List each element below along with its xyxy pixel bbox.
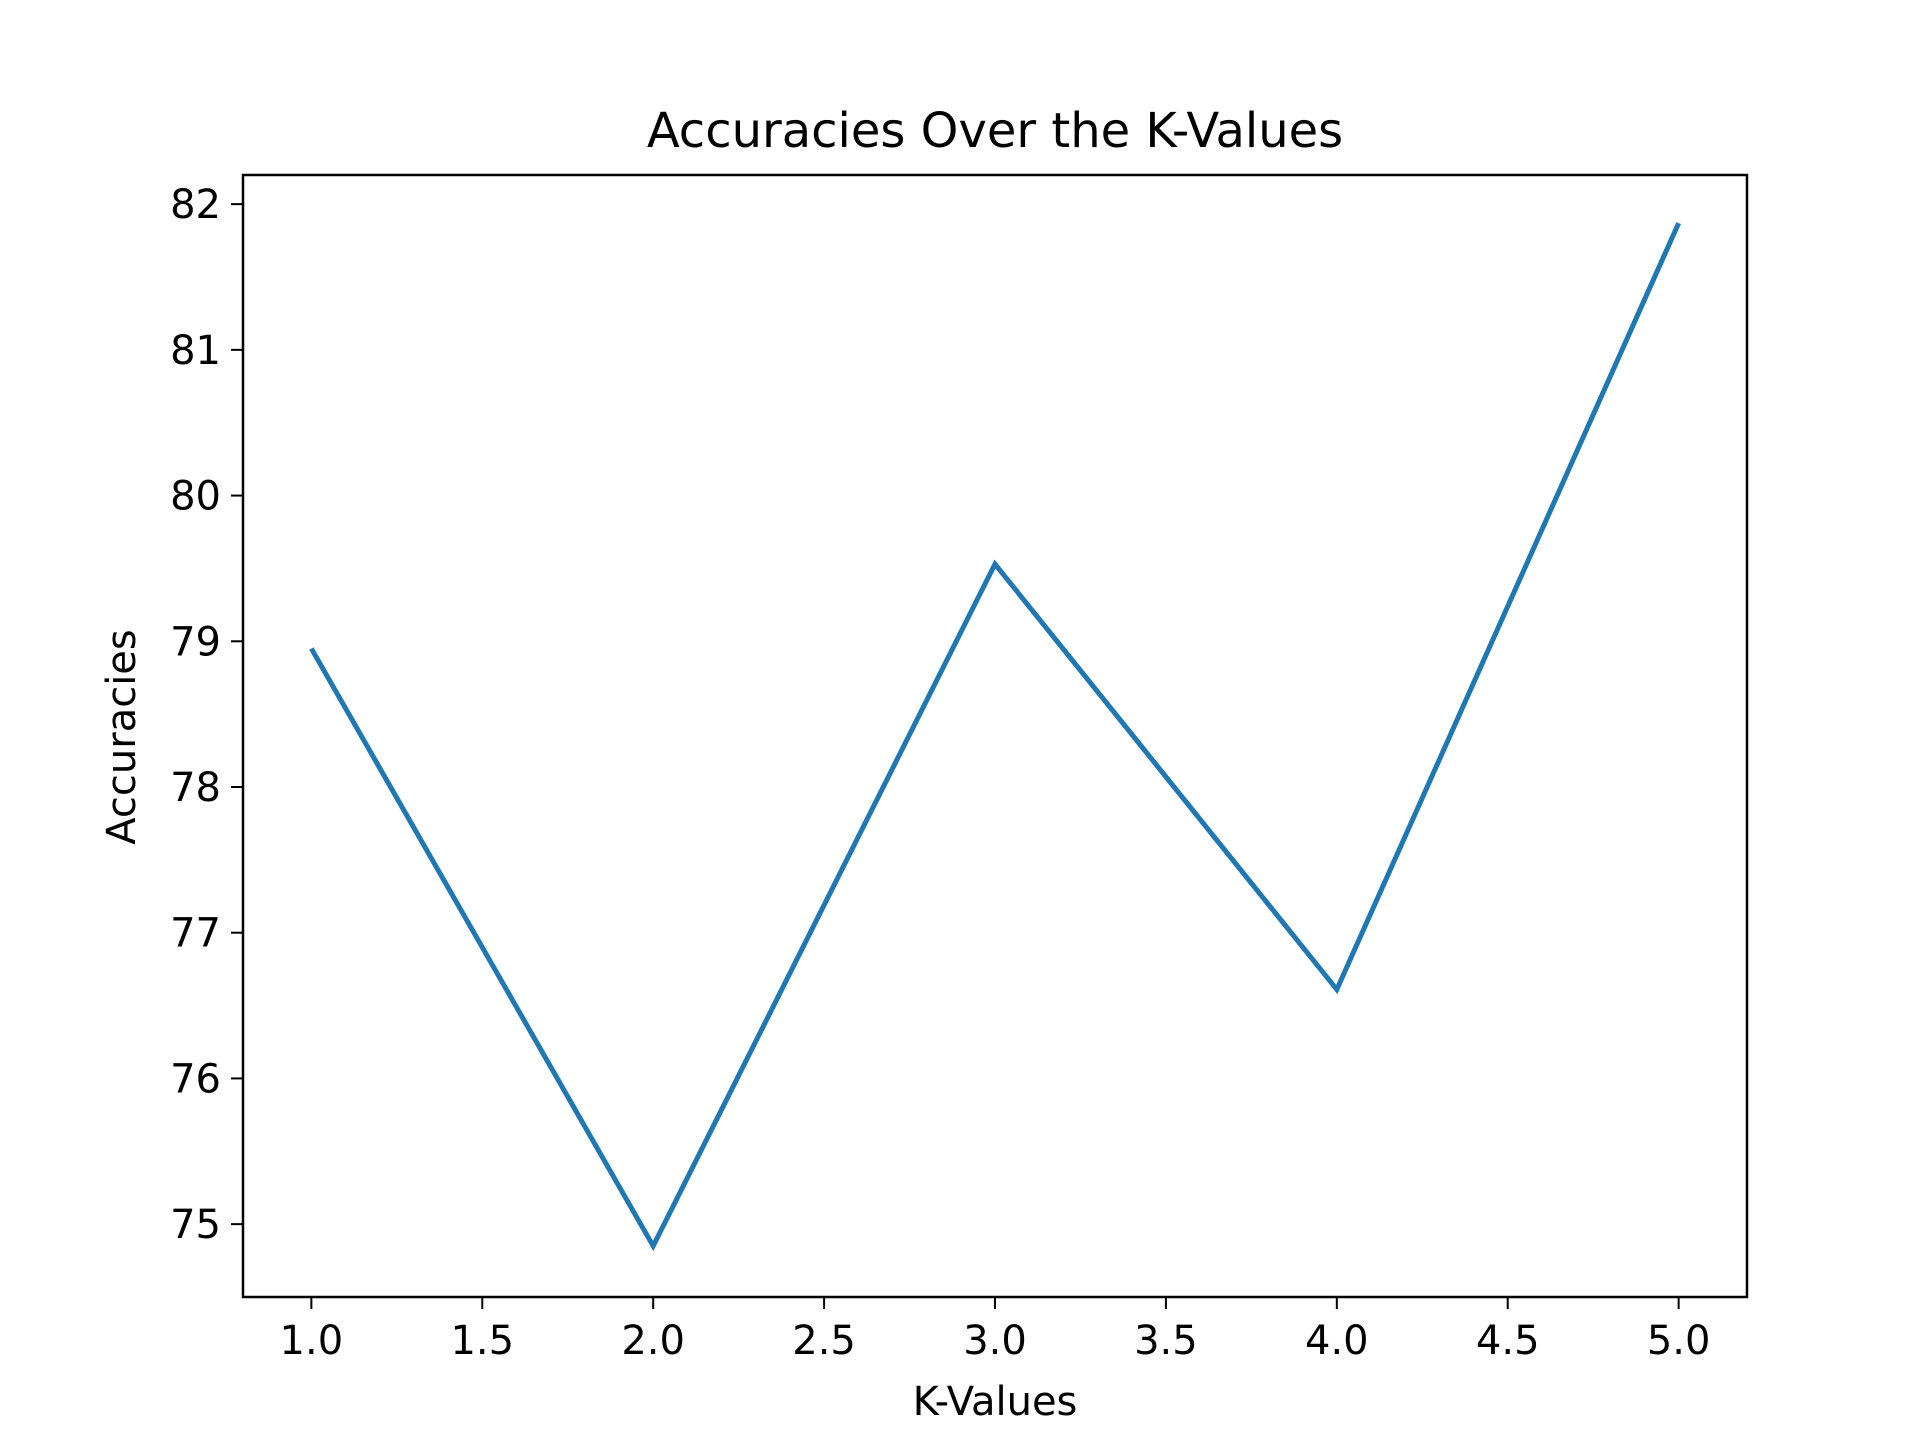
x-tick-label: 3.5 [1134,1318,1198,1364]
x-tick-label: 5.0 [1647,1318,1711,1364]
y-tick-label: 80 [170,474,221,520]
x-tick-label: 4.0 [1305,1318,1369,1364]
y-tick-label: 78 [170,765,221,811]
x-tick-label: 3.0 [963,1318,1027,1364]
y-tick-label: 75 [170,1202,221,1248]
x-tick-label: 2.5 [792,1318,856,1364]
chart-title: Accuracies Over the K-Values [647,103,1343,159]
y-tick-label: 76 [170,1056,221,1102]
x-tick-label: 4.5 [1476,1318,1540,1364]
y-tick-label: 79 [170,619,221,665]
x-tick-label: 2.0 [621,1318,685,1364]
y-axis-label: Accuracies [99,629,145,845]
x-tick-label: 1.0 [280,1318,344,1364]
y-tick-label: 77 [170,911,221,957]
y-tick-label: 82 [170,182,221,228]
series-line-0 [309,222,1681,1252]
x-tick-label: 1.5 [450,1318,514,1364]
x-axis-label: K-Values [913,1379,1078,1425]
y-tick-label: 81 [170,328,221,374]
plot-area: 1.0 1.5 2.0 2.5 3.0 3.5 4.0 4.5 5.0 75 76 77 78 79 80 8… [170,173,1749,1364]
